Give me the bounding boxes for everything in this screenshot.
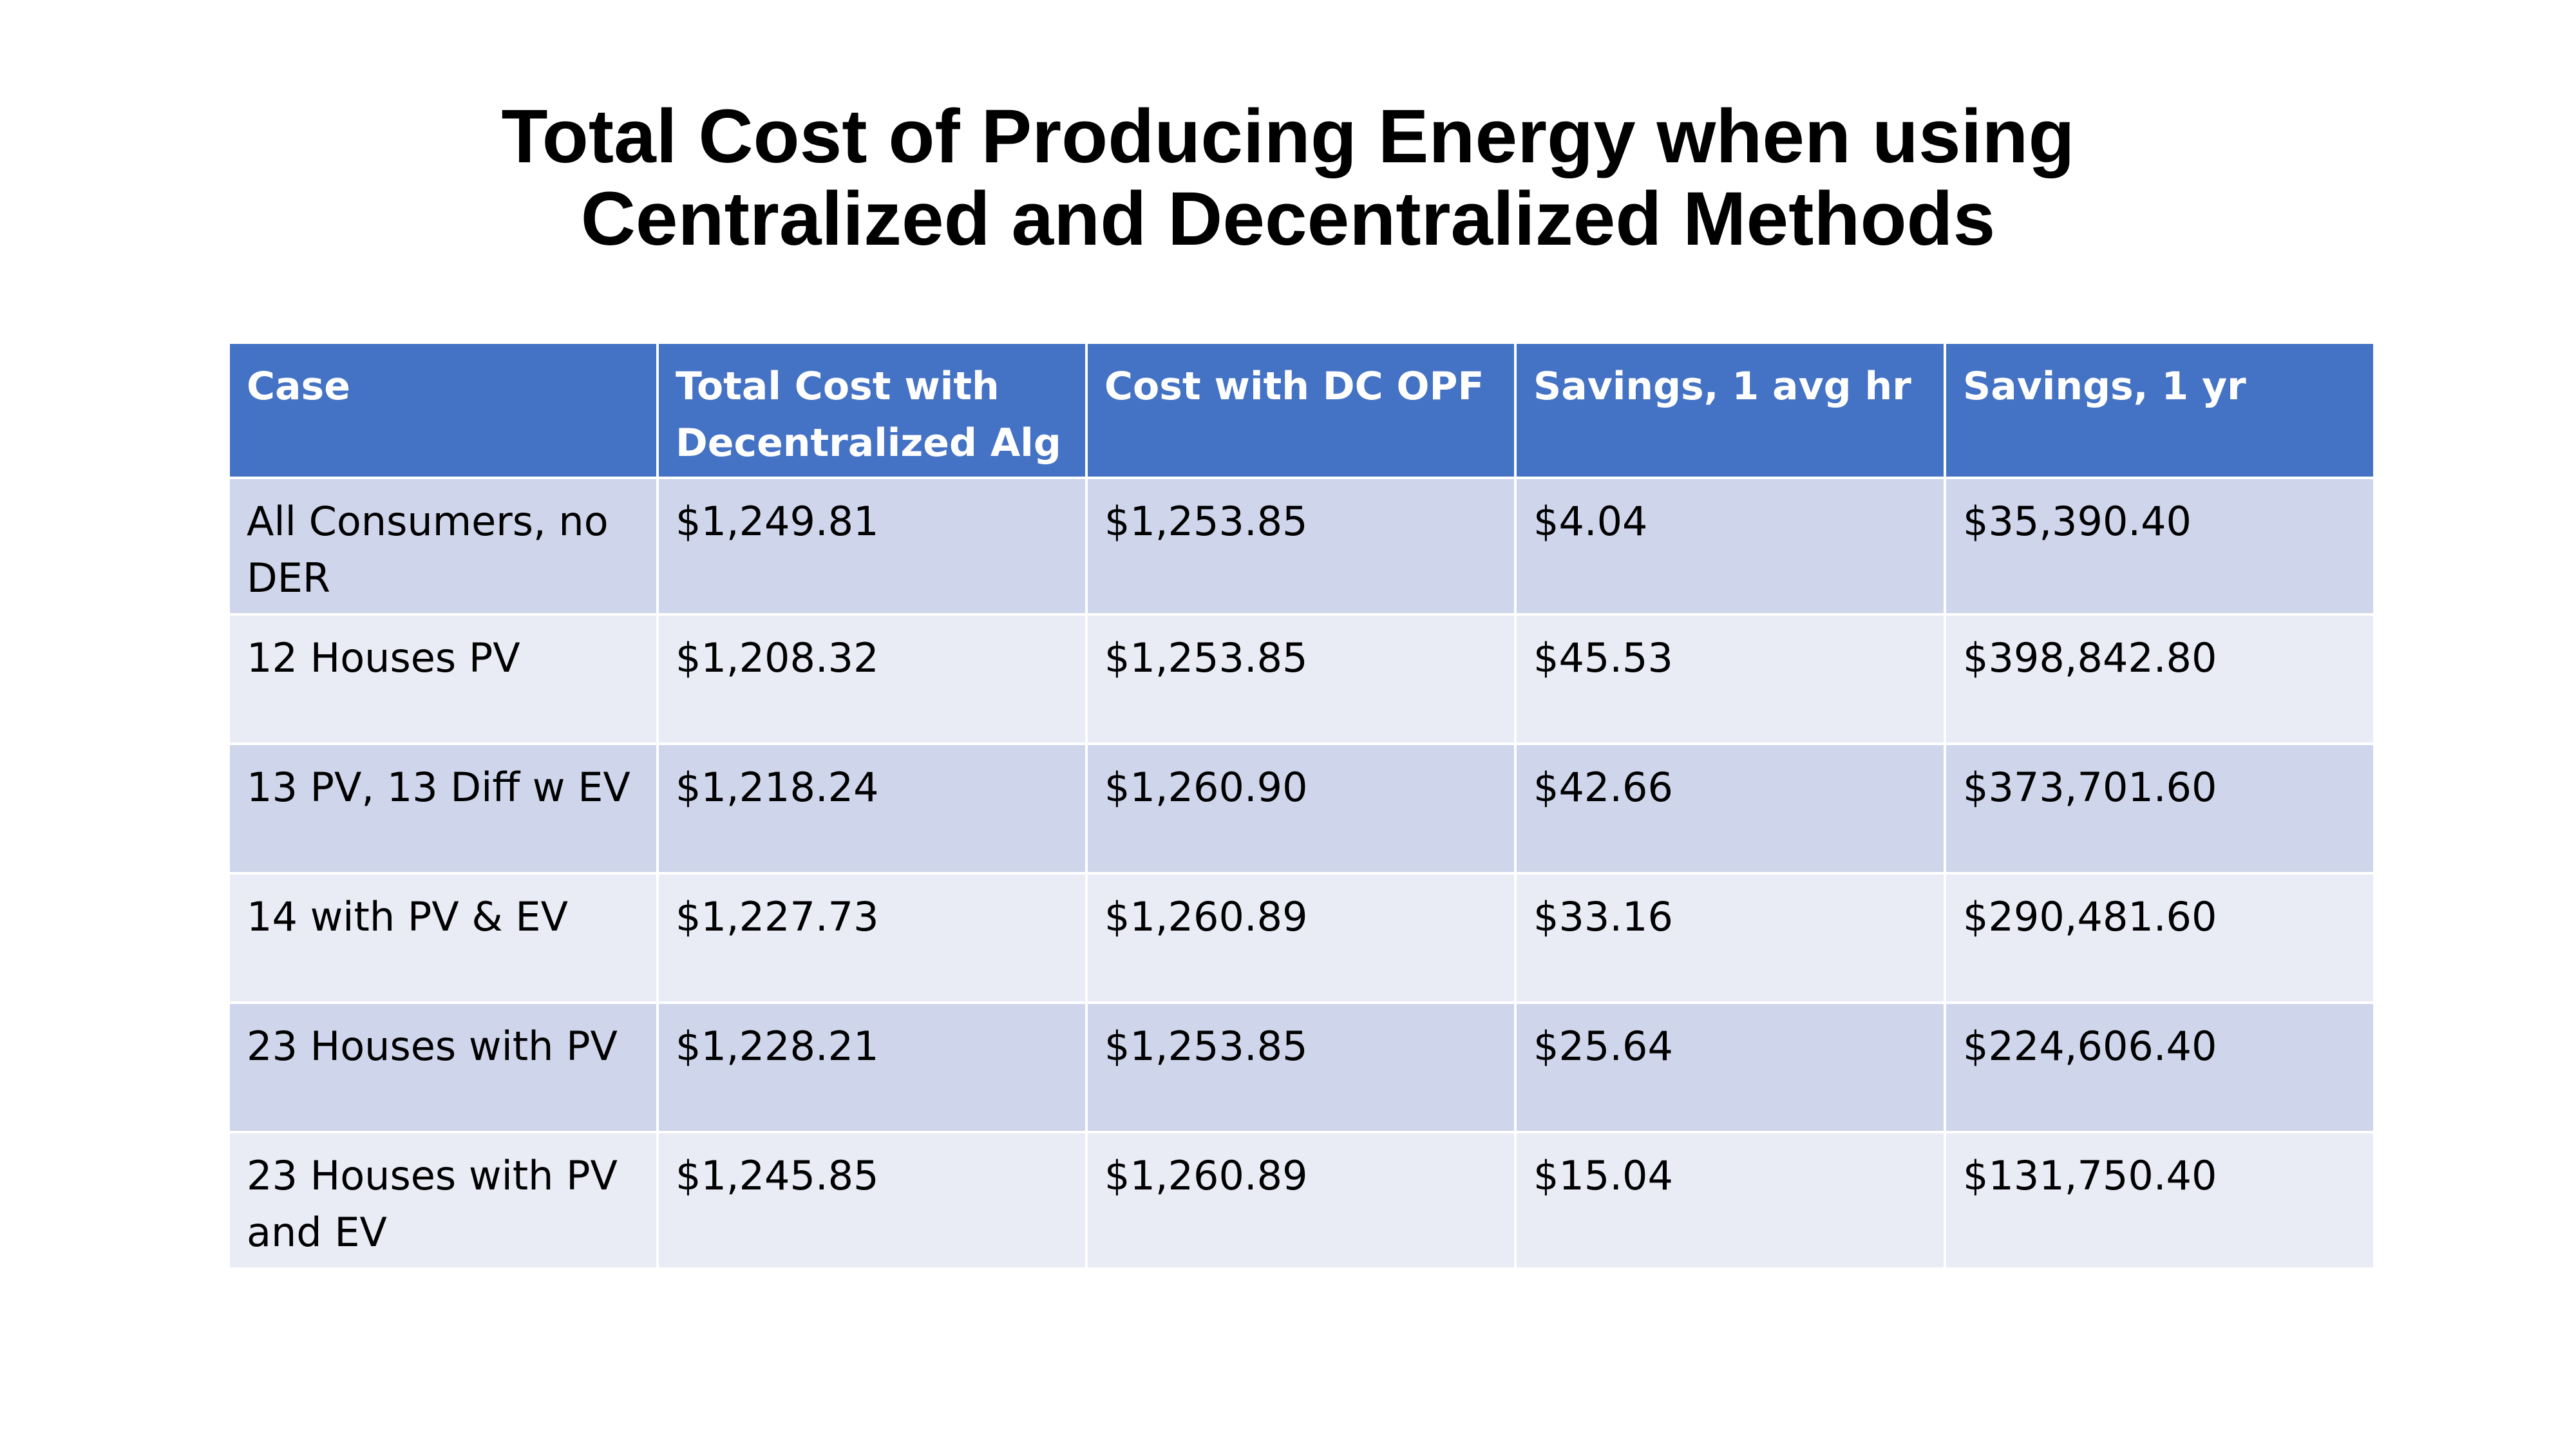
cell-savings-year: $398,842.80: [1944, 613, 2376, 745]
cell-case: 23 Houses with PV and EV: [227, 1131, 659, 1270]
cell-savings-hour: $25.64: [1514, 1001, 1946, 1133]
table-row: 14 with PV & EV $1,227.73 $1,260.89 $33.…: [227, 872, 2376, 1004]
cell-case: 13 PV, 13 Diff w EV: [227, 743, 659, 875]
cell-dc-opf-cost: $1,260.90: [1085, 743, 1517, 875]
cell-savings-year: $35,390.40: [1944, 477, 2376, 616]
cell-total-cost: $1,218.24: [656, 743, 1088, 875]
cell-savings-hour: $45.53: [1514, 613, 1946, 745]
cell-case: 12 Houses PV: [227, 613, 659, 745]
cell-dc-opf-cost: $1,260.89: [1085, 1131, 1517, 1270]
slide-title: Total Cost of Producing Energy when usin…: [193, 95, 2383, 260]
cell-savings-hour: $4.04: [1514, 477, 1946, 616]
cost-comparison-table: Case Total Cost with Decentralized Alg C…: [227, 341, 2376, 1270]
cell-total-cost: $1,227.73: [656, 872, 1088, 1004]
table-row: All Consumers, no DER $1,249.81 $1,253.8…: [227, 477, 2376, 616]
cell-savings-hour: $33.16: [1514, 872, 1946, 1004]
cell-total-cost: $1,245.85: [656, 1131, 1088, 1270]
cell-savings-year: $224,606.40: [1944, 1001, 2376, 1133]
cell-dc-opf-cost: $1,253.85: [1085, 613, 1517, 745]
slide-title-line-2: Centralized and Decentralized Methods: [580, 176, 1996, 261]
cell-case: 23 Houses with PV: [227, 1001, 659, 1133]
cell-dc-opf-cost: $1,253.85: [1085, 477, 1517, 616]
header-savings-year: Savings, 1 yr: [1944, 341, 2376, 479]
cell-dc-opf-cost: $1,253.85: [1085, 1001, 1517, 1133]
header-cost-dc-opf: Cost with DC OPF: [1085, 341, 1517, 479]
cell-savings-year: $373,701.60: [1944, 743, 2376, 875]
cell-case: 14 with PV & EV: [227, 872, 659, 1004]
cell-total-cost: $1,249.81: [656, 477, 1088, 616]
cell-savings-year: $290,481.60: [1944, 872, 2376, 1004]
header-case: Case: [227, 341, 659, 479]
header-total-cost-decentralized: Total Cost with Decentralized Alg: [656, 341, 1088, 479]
cell-savings-year: $131,750.40: [1944, 1131, 2376, 1270]
cell-total-cost: $1,208.32: [656, 613, 1088, 745]
cell-savings-hour: $15.04: [1514, 1131, 1946, 1270]
table-row: 12 Houses PV $1,208.32 $1,253.85 $45.53 …: [227, 613, 2376, 745]
table-row: 13 PV, 13 Diff w EV $1,218.24 $1,260.90 …: [227, 743, 2376, 875]
cell-total-cost: $1,228.21: [656, 1001, 1088, 1133]
slide-title-line-1: Total Cost of Producing Energy when usin…: [501, 94, 2075, 179]
table-row: 23 Houses with PV $1,228.21 $1,253.85 $2…: [227, 1001, 2376, 1133]
cell-savings-hour: $42.66: [1514, 743, 1946, 875]
table-header-row: Case Total Cost with Decentralized Alg C…: [227, 341, 2376, 479]
cell-case: All Consumers, no DER: [227, 477, 659, 616]
header-savings-hour: Savings, 1 avg hr: [1514, 341, 1946, 479]
table-row: 23 Houses with PV and EV $1,245.85 $1,26…: [227, 1131, 2376, 1270]
cell-dc-opf-cost: $1,260.89: [1085, 872, 1517, 1004]
